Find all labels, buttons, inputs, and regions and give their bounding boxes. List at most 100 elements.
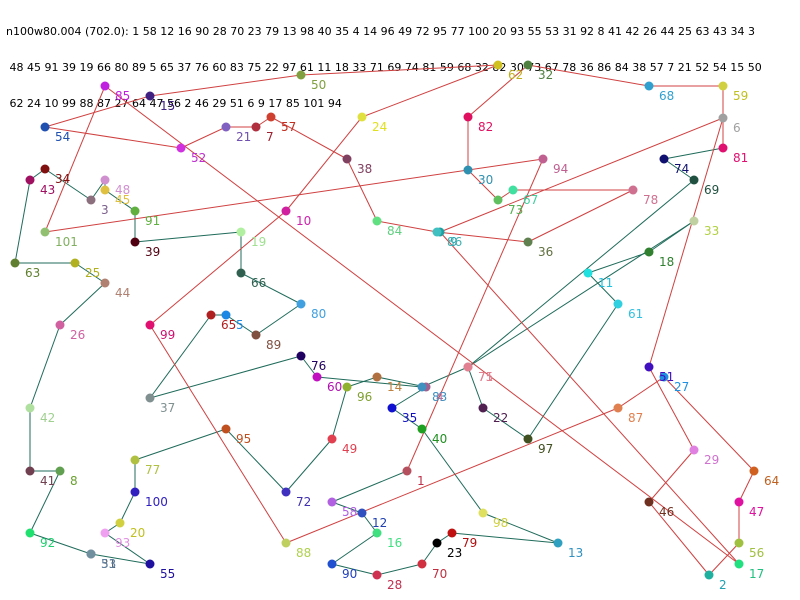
node-label-40: 40 [432,432,447,446]
route-2-edge [439,117,724,233]
node-label-85: 85 [115,89,130,103]
node-label-94: 94 [553,162,568,176]
node-label-49: 49 [342,442,357,456]
route-2-edge [436,231,529,243]
node-22 [478,403,488,413]
node-label-59: 59 [733,89,748,103]
node-16 [372,528,382,538]
node-label-18: 18 [659,255,674,269]
node-label-86: 86 [447,235,462,249]
route-1-edge [421,428,484,514]
route-1-edge [240,272,302,305]
node-label-34: 34 [55,172,70,186]
route-1-edge [527,303,619,440]
node-67 [508,185,518,195]
node-label-64: 64 [764,474,779,488]
route-1-edge [467,179,695,368]
node-label-16: 16 [387,536,402,550]
node-37 [145,393,155,403]
route-1-edge [331,386,348,440]
node-39 [130,237,140,247]
node-label-32: 32 [538,68,553,82]
route-2-edge [149,210,287,326]
node-label-3: 3 [101,203,109,217]
node-82 [463,112,473,122]
node-label-47: 47 [749,505,764,519]
route-2-edge [104,85,740,565]
node-label-61: 61 [628,307,643,321]
node-73 [493,195,503,205]
node-label-90: 90 [342,567,357,581]
route-1-edge [331,563,378,576]
route-2-edge [44,85,106,233]
route-2-edge [300,64,499,76]
route-1-edge [104,532,151,565]
node-label-22: 22 [493,411,508,425]
node-label-10: 10 [296,214,311,228]
node-86 [432,227,442,237]
route-1-edge [376,563,423,576]
route-1-edge [316,376,423,388]
node-label-21: 21 [236,130,251,144]
node-label-89: 89 [266,338,281,352]
route-1-edge [587,251,650,274]
node-label-101: 101 [55,235,78,249]
node-label-25: 25 [85,266,100,280]
node-13 [553,538,563,548]
node-58 [327,497,337,507]
node-label-71: 71 [478,370,493,384]
node-label-1: 1 [417,474,425,488]
node-label-77: 77 [145,463,160,477]
node-15 [145,91,155,101]
node-66 [236,268,246,278]
node-24 [357,112,367,122]
route-2-edge [376,220,438,233]
route-2-edge [467,64,529,118]
node-label-46: 46 [659,505,674,519]
route-2-edge [527,189,634,243]
node-41 [25,466,35,476]
node-label-97: 97 [538,442,553,456]
route-1-edge [331,501,363,514]
node-7 [251,122,261,132]
node-label-24: 24 [372,120,387,134]
route-2-edge [648,117,724,368]
node-label-37: 37 [160,401,175,415]
route-1-edge [467,220,695,368]
route-1-edge [29,470,61,534]
route-1-edge [14,179,31,264]
node-label-14: 14 [387,380,402,394]
node-label-78: 78 [643,193,658,207]
route-2-edge [439,231,740,565]
node-51 [644,362,654,372]
node-29 [689,445,699,455]
route-1-edge [134,231,242,243]
node-label-9: 9 [450,235,458,249]
node-label-39: 39 [145,245,160,259]
node-65 [206,310,216,320]
route-1-edge [74,262,106,284]
node-90 [327,559,337,569]
node-1 [402,466,412,476]
node-label-93: 93 [115,536,130,550]
node-57 [266,112,276,122]
node-label-19: 19 [251,235,266,249]
node-96 [342,382,352,392]
node-label-36: 36 [538,245,553,259]
node-label-45: 45 [115,193,130,207]
node-label-13: 13 [568,546,583,560]
node-91 [130,206,140,216]
node-87 [613,403,623,413]
node-label-28: 28 [387,578,402,592]
node-85 [100,81,110,91]
node-2 [704,570,714,580]
node-label-8: 8 [70,474,78,488]
node-101 [40,227,50,237]
node-77 [130,455,140,465]
node-99 [145,320,155,330]
node-label-55: 55 [160,567,175,581]
route-1-edge [90,553,151,565]
node-label-33: 33 [704,224,719,238]
node-75 [463,362,473,372]
